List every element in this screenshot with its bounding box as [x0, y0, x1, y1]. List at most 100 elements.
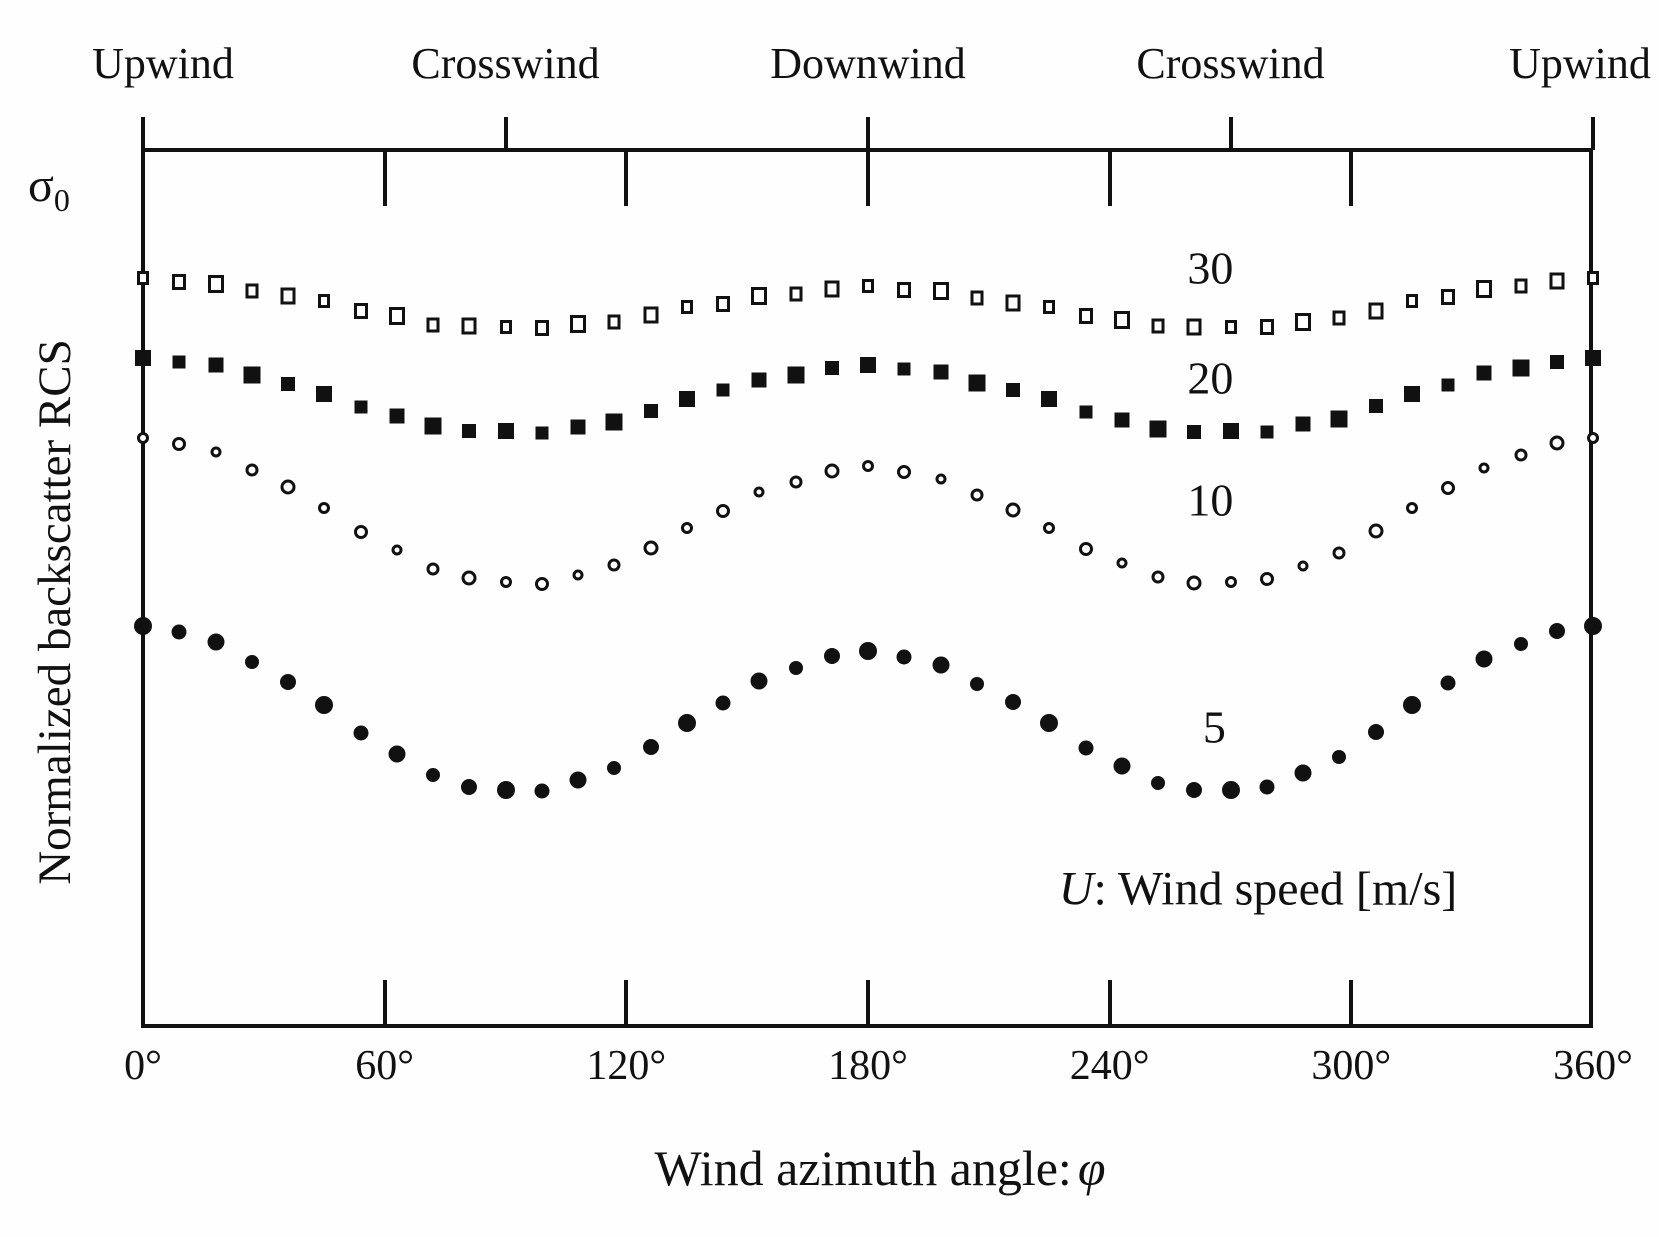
data-point-30mps — [1113, 310, 1130, 329]
data-point-30mps — [245, 283, 259, 299]
sigma-glyph: σ — [28, 159, 54, 212]
data-point-5mps — [426, 767, 440, 782]
bottom-axis-inward-tick — [382, 980, 387, 1026]
data-point-5mps — [1078, 740, 1093, 756]
data-point-5mps — [280, 674, 296, 691]
direction-label-crosswind: Crosswind — [411, 39, 600, 88]
data-point-30mps — [1078, 307, 1093, 324]
data-point-20mps — [897, 362, 911, 376]
data-point-30mps — [318, 294, 331, 309]
data-point-20mps — [1187, 424, 1202, 439]
data-point-5mps — [1513, 637, 1528, 652]
data-point-5mps — [823, 647, 840, 664]
sigma0-axis-symbol: σ0 — [28, 159, 70, 217]
data-point-30mps — [1587, 271, 1599, 286]
direction-label-upwind: Upwind — [1509, 39, 1651, 88]
data-point-10mps — [716, 503, 730, 518]
data-point-10mps — [1441, 480, 1455, 495]
data-point-5mps — [1113, 757, 1131, 775]
direction-label-downwind: Downwind — [770, 39, 966, 88]
data-point-20mps — [135, 350, 151, 367]
data-point-20mps — [1295, 416, 1311, 432]
data-point-5mps — [1294, 764, 1312, 782]
x-tick-label-240: 240° — [1069, 1043, 1150, 1089]
data-point-10mps — [280, 479, 296, 495]
data-point-5mps — [1221, 781, 1240, 800]
data-point-20mps — [243, 366, 261, 384]
data-point-5mps — [1548, 623, 1565, 640]
data-point-30mps — [426, 317, 440, 333]
data-point-5mps — [607, 760, 622, 775]
data-point-5mps — [1259, 779, 1275, 795]
data-point-5mps — [1367, 724, 1384, 741]
data-point-10mps — [1514, 448, 1527, 461]
top-axis-inward-tick — [382, 152, 387, 206]
bottom-axis-inward-tick — [866, 980, 870, 1026]
data-point-30mps — [534, 320, 549, 337]
data-point-30mps — [570, 314, 586, 333]
data-point-30mps — [1005, 294, 1021, 312]
data-point-20mps — [354, 400, 367, 414]
data-point-5mps — [353, 725, 368, 741]
top-axis-outward-tick — [1591, 117, 1595, 150]
data-point-20mps — [787, 366, 804, 384]
data-point-20mps — [1549, 354, 1564, 369]
data-point-20mps — [1441, 378, 1455, 392]
x-tick-label-180: 180° — [828, 1043, 908, 1089]
series-label-10mps: 10 — [1187, 474, 1234, 526]
data-point-5mps — [1151, 775, 1165, 790]
data-point-30mps — [499, 319, 512, 334]
data-point-30mps — [789, 286, 802, 302]
data-point-10mps — [1151, 570, 1165, 584]
series-label-30mps: 30 — [1187, 242, 1234, 294]
data-point-20mps — [208, 357, 223, 373]
data-point-20mps — [1512, 359, 1529, 377]
data-point-5mps — [715, 695, 731, 711]
top-axis-outward-tick — [503, 117, 508, 150]
x-tick-label-120: 120° — [586, 1043, 667, 1089]
data-point-20mps — [389, 408, 405, 424]
wind-speed-symbol: U — [1058, 862, 1094, 916]
data-point-10mps — [534, 576, 549, 591]
data-point-5mps — [896, 649, 912, 665]
data-point-10mps — [353, 524, 368, 539]
data-point-10mps — [1332, 546, 1346, 560]
bottom-axis-inward-tick — [1107, 980, 1112, 1026]
data-point-10mps — [1259, 572, 1274, 587]
data-point-10mps — [461, 570, 477, 586]
data-point-10mps — [680, 521, 693, 534]
data-point-30mps — [1549, 272, 1565, 290]
data-point-30mps — [862, 279, 874, 294]
x-tick-label-0: 0° — [124, 1043, 162, 1089]
data-point-30mps — [280, 287, 296, 305]
data-point-10mps — [391, 544, 403, 556]
top-axis-outward-tick — [866, 117, 870, 150]
data-point-20mps — [1149, 420, 1167, 438]
data-point-5mps — [788, 660, 803, 675]
data-point-10mps — [753, 486, 765, 498]
phi-symbol: φ — [1077, 1140, 1106, 1196]
data-point-30mps — [1043, 300, 1056, 315]
data-point-5mps — [1040, 714, 1059, 733]
data-point-30mps — [897, 281, 912, 298]
data-point-10mps — [643, 540, 658, 556]
data-point-20mps — [643, 403, 658, 418]
data-point-5mps — [388, 745, 406, 763]
wind-speed-legend-note: U: Wind speed [m/s] — [1059, 862, 1457, 917]
data-point-5mps — [496, 781, 515, 800]
data-point-10mps — [1186, 575, 1202, 591]
data-point-20mps — [824, 360, 839, 375]
data-point-10mps — [1224, 576, 1237, 589]
data-point-5mps — [1005, 694, 1021, 711]
data-point-20mps — [968, 374, 986, 391]
data-point-5mps — [461, 778, 478, 795]
data-point-10mps — [1587, 432, 1599, 445]
plot-area — [141, 148, 1593, 1028]
data-point-10mps — [1478, 462, 1490, 474]
data-point-20mps — [933, 364, 948, 380]
data-point-30mps — [388, 307, 405, 326]
data-point-5mps — [1584, 617, 1602, 636]
data-point-30mps — [643, 306, 658, 324]
top-axis-inward-tick — [866, 152, 870, 206]
series-label-5mps: 5 — [1202, 701, 1226, 753]
